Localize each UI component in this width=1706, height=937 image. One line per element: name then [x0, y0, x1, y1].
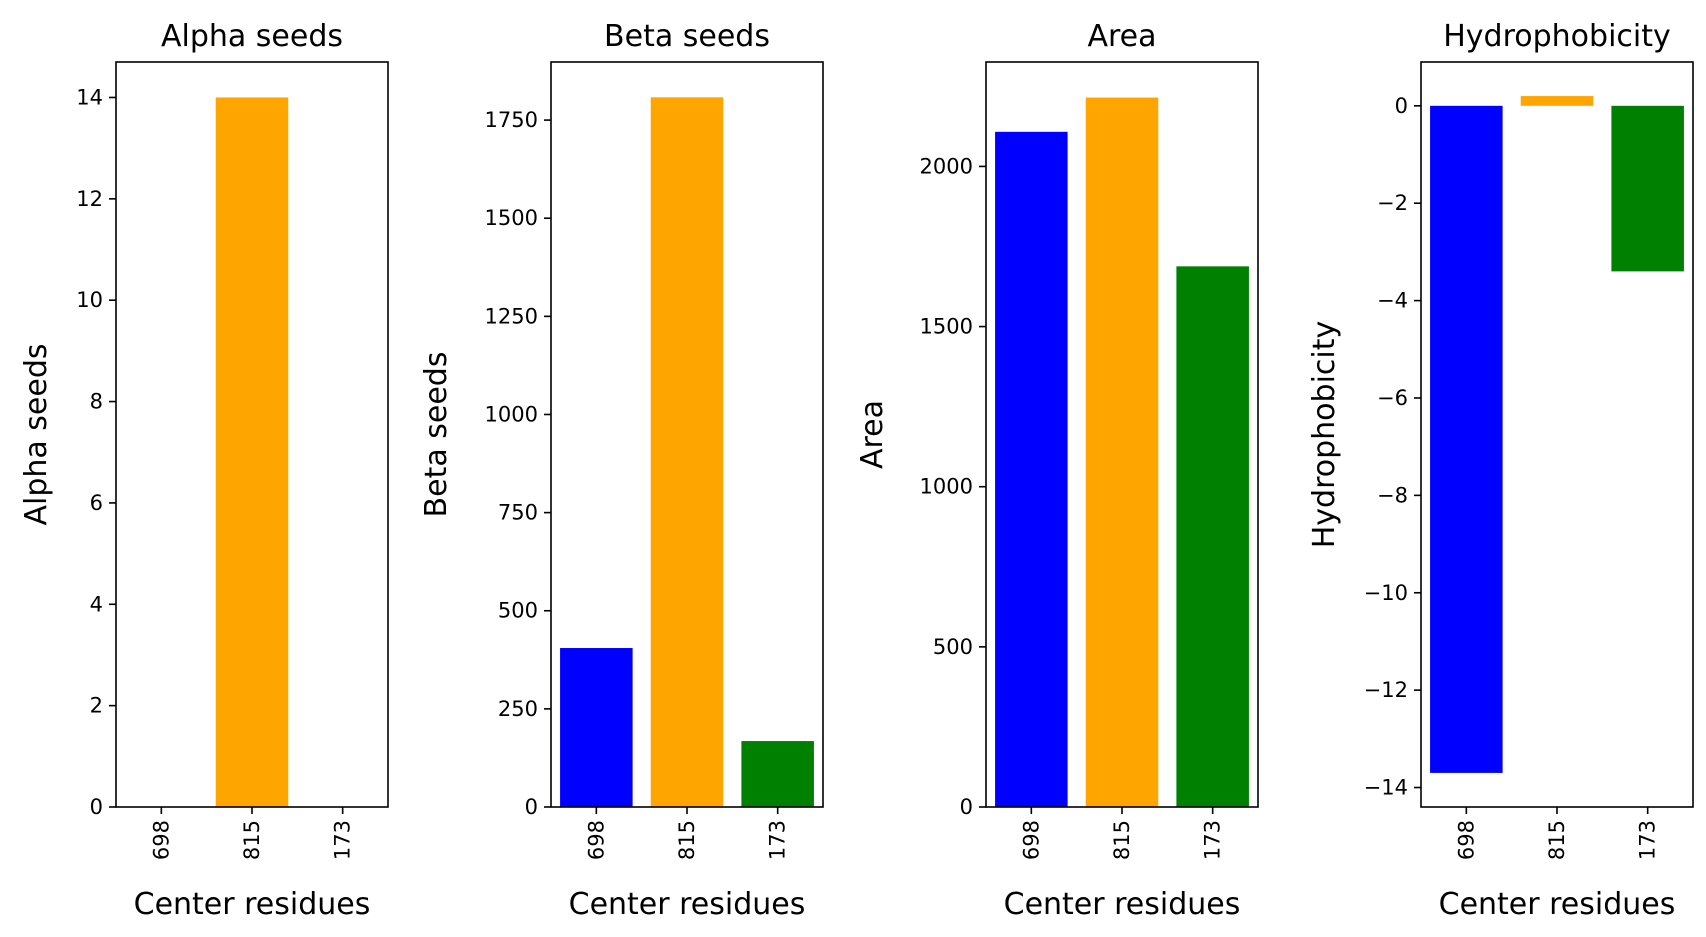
y-tick-label: 4	[90, 592, 103, 616]
subplot-title: Alpha seeds	[161, 19, 343, 54]
bar-815	[215, 97, 289, 808]
x-tick-label: 698	[149, 820, 173, 860]
x-tick-label: 815	[1110, 820, 1134, 860]
y-axis-label: Alpha seeds	[19, 343, 54, 525]
y-tick-label: −8	[1377, 483, 1408, 507]
x-axis-label: Center residues	[134, 887, 371, 922]
y-tick-label: 2	[90, 694, 103, 718]
y-axis-label: Area	[855, 400, 890, 469]
subplot-title: Hydrophobicity	[1443, 19, 1671, 54]
x-tick-label: 173	[1636, 820, 1660, 860]
y-tick-label: 14	[76, 85, 103, 109]
x-tick-label: 815	[240, 820, 264, 860]
subplot-title: Area	[1087, 19, 1156, 54]
y-tick-label: 0	[525, 795, 538, 819]
y-tick-label: 6	[90, 491, 103, 515]
y-tick-label: 1000	[920, 475, 973, 499]
y-tick-label: 0	[1395, 94, 1408, 118]
x-tick-label: 698	[1019, 820, 1043, 860]
x-tick-label: 815	[675, 820, 699, 860]
subplot-2: 0 250 500 750 1000 1250 1500 1750 698 815 173 Beta …	[419, 19, 824, 922]
x-axis-label: Center residues	[569, 887, 806, 922]
y-tick-label: −14	[1364, 776, 1408, 800]
y-tick-label: −6	[1377, 386, 1408, 410]
y-tick-label: −4	[1377, 289, 1408, 313]
x-axis-label: Center residues	[1004, 887, 1241, 922]
bar-173	[1611, 105, 1684, 272]
x-tick-label: 173	[1201, 820, 1225, 860]
y-tick-label: −2	[1377, 191, 1408, 215]
y-tick-label: 1500	[485, 206, 538, 230]
y-tick-label: 500	[498, 599, 538, 623]
y-tick-label: 10	[76, 288, 103, 312]
y-tick-label: 250	[498, 697, 538, 721]
bar-815	[650, 97, 724, 807]
subplot-title: Beta seeds	[604, 19, 770, 54]
y-tick-label: 0	[960, 795, 973, 819]
y-tick-label: 1750	[485, 108, 538, 132]
y-tick-label: 500	[933, 635, 973, 659]
y-axis-label: Hydrophobicity	[1307, 321, 1342, 549]
subplot-1: 0 2 4 6 8 10 12 14 698 815 173 Alpha seeds Center re…	[19, 19, 389, 922]
y-tick-label: 12	[76, 187, 103, 211]
x-axis-label: Center residues	[1439, 887, 1676, 922]
x-tick-label: 815	[1545, 820, 1569, 860]
x-tick-label: 173	[331, 820, 355, 860]
bar-698	[995, 131, 1068, 807]
y-tick-label: 750	[498, 501, 538, 525]
y-axis-label: Beta seeds	[419, 352, 454, 518]
bar-173	[1176, 266, 1249, 808]
y-tick-label: 8	[90, 390, 103, 414]
bar-815	[1520, 96, 1594, 106]
bar-698	[560, 648, 633, 807]
x-tick-label: 698	[584, 820, 608, 860]
bar-173	[741, 741, 814, 807]
x-tick-label: 698	[1454, 820, 1478, 860]
y-tick-label: −12	[1364, 678, 1408, 702]
y-tick-label: 0	[90, 795, 103, 819]
y-tick-label: 1000	[485, 402, 538, 426]
y-tick-label: 1250	[485, 304, 538, 328]
y-tick-label: −10	[1364, 581, 1408, 605]
bar-815	[1085, 97, 1159, 808]
y-tick-label: 2000	[920, 154, 973, 178]
bar-698	[1430, 105, 1503, 773]
subplot-3: 0 500 1000 1500 2000 698 815 173 Area Center resi…	[855, 19, 1259, 922]
y-tick-label: 1500	[920, 315, 973, 339]
subplot-4: 0 −2 −4 −6 −8 −10 −12 −14 698 815 173 Hydrophobicit…	[1307, 19, 1694, 922]
x-tick-label: 173	[766, 820, 790, 860]
